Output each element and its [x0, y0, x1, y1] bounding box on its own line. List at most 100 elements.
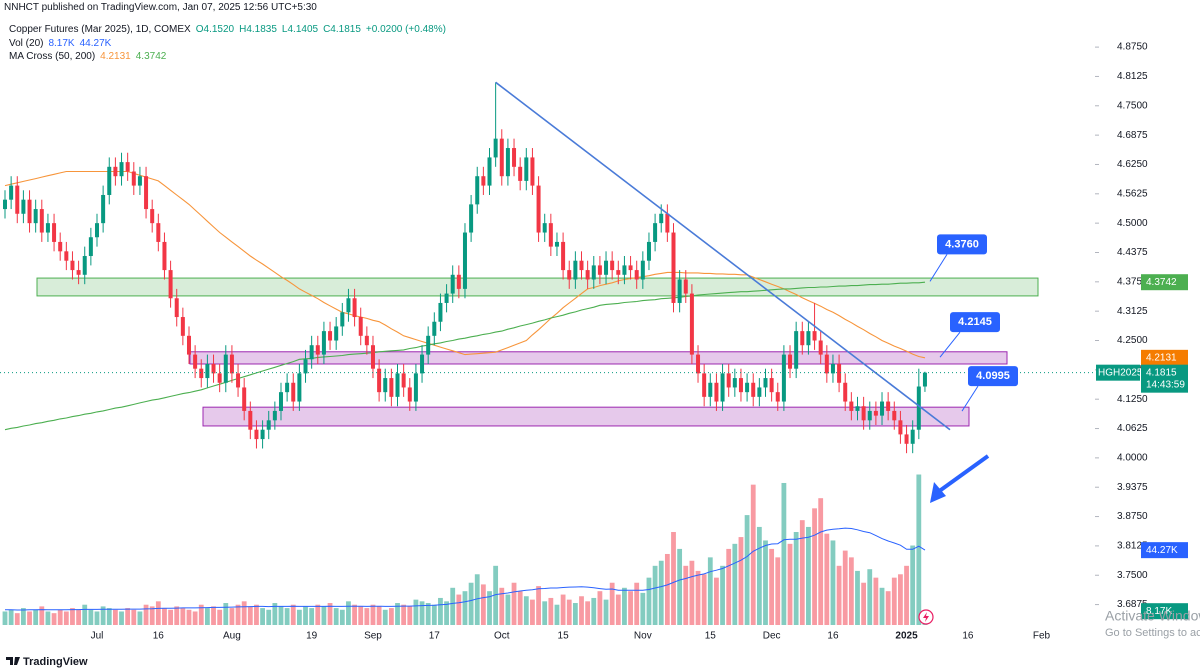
- volume-bar: [20, 608, 26, 625]
- y-tick-label: 3.9375: [1117, 482, 1148, 493]
- volume-bar: [180, 608, 186, 625]
- candle-body: [849, 401, 854, 411]
- volume-bar: [732, 543, 738, 625]
- volume-bar: [609, 582, 615, 625]
- trendline: [495, 81, 951, 431]
- candle-body: [622, 265, 627, 275]
- y-tick-label: 3.8750: [1117, 511, 1148, 522]
- candle-body: [475, 176, 480, 205]
- candle-body: [738, 378, 743, 393]
- candle-body: [70, 260, 75, 271]
- candle-body: [898, 420, 903, 435]
- annotations: 4.3760 4.2145 4.0995: [0, 81, 1095, 625]
- candle-body: [763, 378, 768, 388]
- legend-value: C4.1815: [323, 24, 361, 35]
- candle-body: [52, 223, 57, 242]
- volume-bar: [720, 565, 725, 625]
- candle-body: [248, 410, 253, 430]
- volume-bar: [45, 611, 51, 625]
- volume-bar: [836, 565, 842, 625]
- candle-body: [334, 326, 339, 341]
- candle-body: [824, 354, 829, 374]
- volume-bar: [192, 611, 198, 625]
- candle-body: [174, 298, 179, 318]
- volume-bar: [634, 582, 640, 625]
- volume-bar: [910, 545, 916, 625]
- candle-body: [696, 354, 701, 374]
- candle-body: [242, 387, 247, 411]
- x-tick-label: Jul: [91, 631, 104, 642]
- candle-body: [616, 270, 621, 275]
- volume-bar: [799, 520, 805, 625]
- publisher: NNHCT published on TradingView.com, Jan …: [4, 2, 317, 13]
- volume-bar: [149, 606, 155, 625]
- volume-bar: [106, 608, 112, 625]
- volume-bar: [321, 606, 327, 625]
- candle-body: [843, 382, 848, 402]
- volume-bar: [873, 577, 879, 625]
- ma-line: [4, 170, 926, 359]
- candle-body: [628, 265, 633, 271]
- candle-body: [505, 148, 510, 177]
- volume-tag-label: 8.17K: [1146, 606, 1172, 617]
- candle-body: [806, 331, 811, 346]
- volume-bar: [793, 532, 799, 625]
- volume-bar: [591, 597, 597, 625]
- candle-body: [665, 213, 670, 233]
- candle-body: [15, 185, 20, 214]
- candle-body: [512, 148, 517, 167]
- candle-body: [407, 387, 412, 402]
- volume-bar: [597, 591, 603, 625]
- legend-name: Copper Futures (Mar 2025), 1D, COMEX: [9, 24, 191, 35]
- volume-bar: [76, 609, 81, 625]
- volume-bar: [683, 565, 689, 625]
- candle-body: [254, 429, 259, 440]
- volume-bar: [211, 606, 216, 625]
- candle-body: [432, 321, 437, 336]
- candle-body: [328, 331, 333, 341]
- footer-logo: TradingView: [6, 656, 88, 668]
- candle-body: [94, 223, 99, 238]
- volume-bar: [756, 526, 762, 625]
- volume-bar: [603, 599, 609, 625]
- candle-body: [548, 223, 553, 247]
- candle-body: [830, 363, 835, 374]
- candle-body: [873, 410, 878, 416]
- price-tag: [1141, 274, 1188, 291]
- volume-bar: [260, 608, 265, 625]
- volume-bar: [8, 609, 14, 625]
- volume-bar: [640, 592, 646, 625]
- volume-bar: [579, 596, 584, 625]
- y-tick-label: 4.3750: [1117, 276, 1148, 287]
- volume-tag: [1141, 603, 1188, 620]
- logo-mark: [6, 657, 20, 665]
- candle-body: [193, 354, 198, 369]
- candle-body: [278, 392, 283, 411]
- arrow-shaft: [936, 454, 990, 494]
- candle-body: [107, 166, 112, 195]
- candle-body: [855, 406, 860, 411]
- candle-body: [910, 429, 915, 444]
- volume-bar: [536, 586, 541, 625]
- volume-bar: [39, 606, 45, 625]
- volume-bar: [444, 601, 449, 625]
- legend-value: L4.1405: [281, 24, 319, 35]
- volume-bar: [272, 603, 278, 625]
- y-tick-label: 3.8125: [1117, 541, 1148, 552]
- volume-bar: [309, 608, 315, 625]
- volume-bar: [125, 608, 131, 625]
- price-tag: [1141, 349, 1188, 366]
- volume-bar: [671, 532, 676, 625]
- volume-bar: [339, 609, 345, 625]
- candle-body: [137, 176, 142, 186]
- volume-bar: [885, 591, 891, 625]
- candle-body: [346, 298, 351, 313]
- volume-bar: [701, 574, 707, 625]
- candle-body: [530, 157, 535, 186]
- x-tick-label: 16: [962, 631, 974, 642]
- legend-row: Copper Futures (Mar 2025), 1D, COMEX O4.1…: [9, 23, 451, 37]
- volume-bar: [70, 608, 75, 625]
- moving-averages: [4, 170, 926, 431]
- zone: [189, 351, 1008, 365]
- x-tick-label: 16: [153, 631, 165, 642]
